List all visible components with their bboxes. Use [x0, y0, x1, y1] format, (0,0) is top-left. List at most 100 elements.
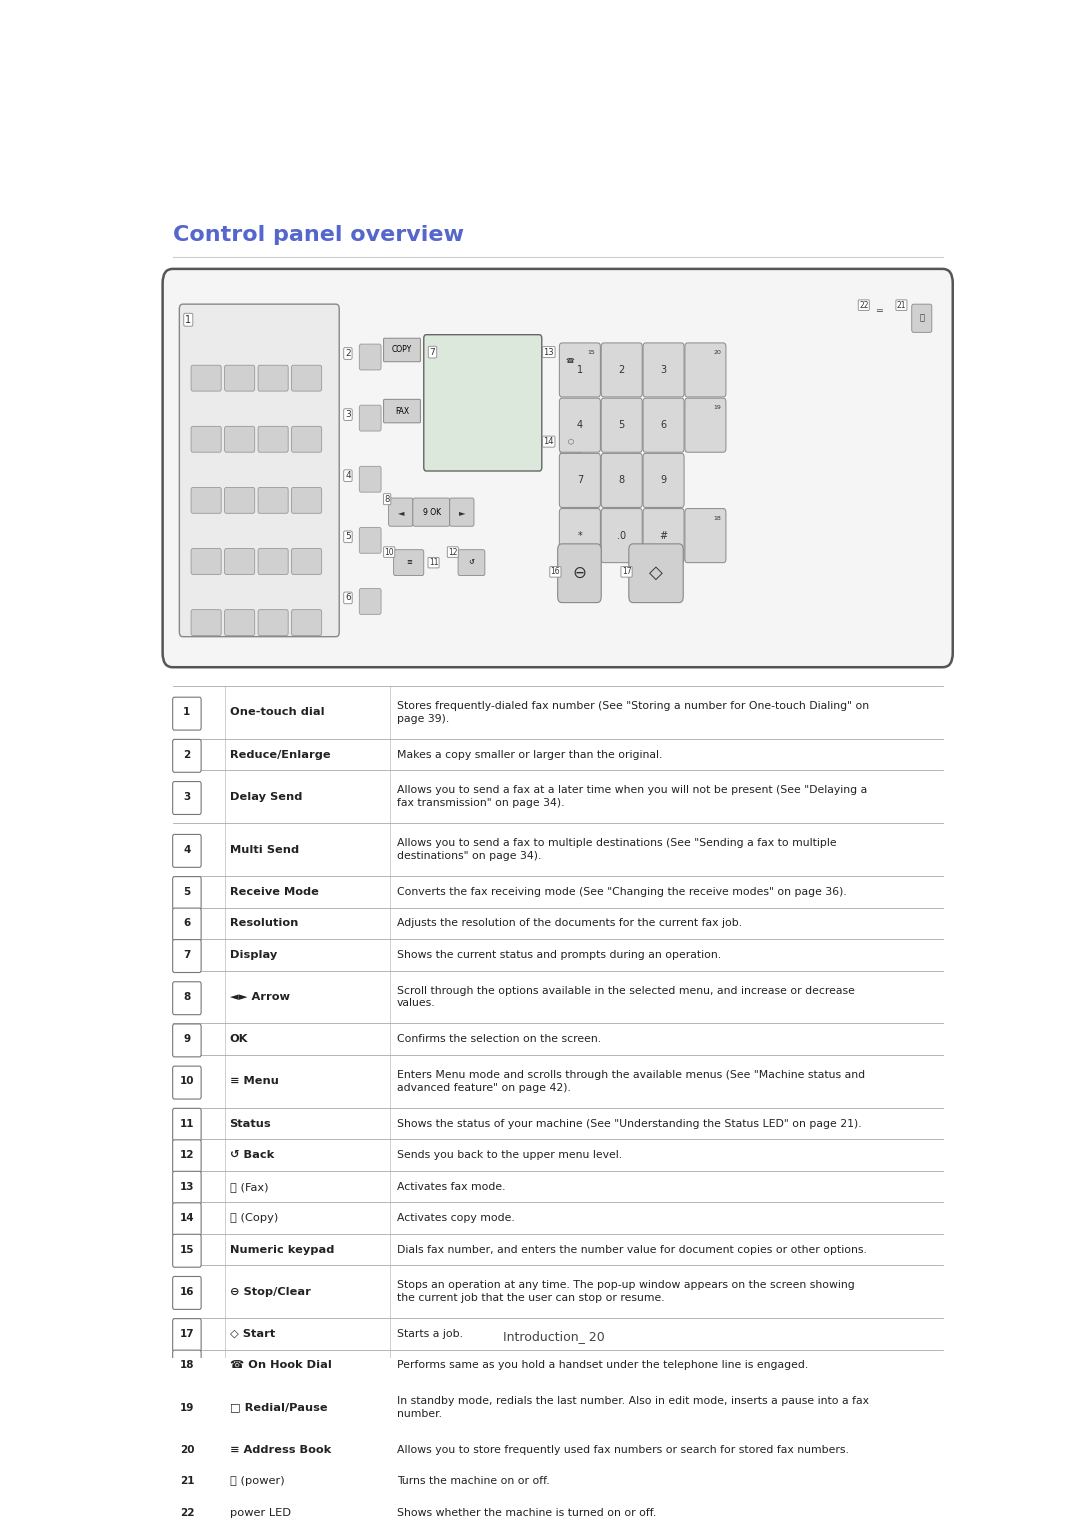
Text: OK: OK	[230, 1035, 248, 1044]
FancyBboxPatch shape	[225, 426, 255, 452]
FancyBboxPatch shape	[173, 1466, 201, 1499]
FancyBboxPatch shape	[173, 1172, 201, 1204]
Text: ⊖ Stop/Clear: ⊖ Stop/Clear	[230, 1286, 310, 1297]
FancyBboxPatch shape	[173, 1235, 201, 1267]
Text: 20: 20	[713, 349, 721, 356]
Text: ◄► Arrow: ◄► Arrow	[230, 992, 289, 1003]
Text: Display: Display	[230, 949, 276, 960]
Text: ►: ►	[459, 508, 465, 517]
Text: 16: 16	[551, 568, 561, 577]
Text: 22: 22	[179, 1508, 194, 1518]
FancyBboxPatch shape	[643, 343, 684, 397]
Text: One-touch dial: One-touch dial	[230, 708, 324, 717]
FancyBboxPatch shape	[685, 343, 726, 397]
Text: 12: 12	[448, 548, 458, 557]
FancyBboxPatch shape	[602, 398, 643, 452]
Text: Converts the fax receiving mode (See "Changing the receive modes" on page 36).: Converts the fax receiving mode (See "Ch…	[397, 887, 847, 897]
FancyBboxPatch shape	[389, 497, 413, 526]
Text: 18: 18	[713, 516, 721, 520]
Text: 9: 9	[184, 1035, 190, 1044]
Text: Performs same as you hold a handset under the telephone line is engaged.: Performs same as you hold a handset unde…	[397, 1360, 808, 1370]
FancyBboxPatch shape	[179, 304, 339, 636]
FancyBboxPatch shape	[458, 549, 485, 575]
Text: 20: 20	[179, 1445, 194, 1454]
Text: Adjusts the resolution of the documents for the current fax job.: Adjusts the resolution of the documents …	[397, 919, 742, 928]
Text: 1: 1	[186, 314, 191, 325]
Text: #: #	[660, 531, 667, 540]
Text: Makes a copy smaller or larger than the original.: Makes a copy smaller or larger than the …	[397, 749, 662, 760]
FancyBboxPatch shape	[292, 426, 322, 452]
FancyBboxPatch shape	[258, 365, 288, 391]
Text: Stores frequently-dialed fax number (See "Storing a number for One-touch Dialing: Stores frequently-dialed fax number (See…	[397, 700, 869, 723]
Text: 2: 2	[184, 749, 190, 760]
FancyBboxPatch shape	[292, 610, 322, 635]
Text: 5: 5	[184, 887, 190, 897]
FancyBboxPatch shape	[173, 781, 201, 815]
Text: 🕖 (Fax): 🕖 (Fax)	[230, 1181, 268, 1192]
FancyBboxPatch shape	[173, 697, 201, 729]
Text: ☎: ☎	[566, 357, 575, 363]
Text: Dials fax number, and enters the number value for document copies or other optio: Dials fax number, and enters the number …	[397, 1245, 867, 1254]
Text: Allows you to send a fax at a later time when you will not be present (See "Dela: Allows you to send a fax at a later time…	[397, 786, 867, 809]
FancyBboxPatch shape	[559, 398, 600, 452]
FancyBboxPatch shape	[173, 876, 201, 909]
Text: 1: 1	[577, 365, 583, 375]
Text: Confirms the selection on the screen.: Confirms the selection on the screen.	[397, 1035, 602, 1044]
Text: 7: 7	[430, 348, 435, 357]
FancyBboxPatch shape	[173, 1434, 201, 1468]
FancyBboxPatch shape	[258, 548, 288, 574]
FancyBboxPatch shape	[557, 543, 602, 603]
Text: 7: 7	[577, 476, 583, 485]
FancyBboxPatch shape	[191, 426, 221, 452]
Text: Scroll through the options available in the selected menu, and increase or decre: Scroll through the options available in …	[397, 986, 855, 1009]
FancyBboxPatch shape	[602, 508, 643, 563]
FancyBboxPatch shape	[173, 1351, 201, 1383]
FancyBboxPatch shape	[685, 508, 726, 563]
Text: Receive Mode: Receive Mode	[230, 887, 319, 897]
Text: ≡ Menu: ≡ Menu	[230, 1076, 279, 1087]
Text: 14: 14	[543, 436, 554, 446]
FancyBboxPatch shape	[643, 398, 684, 452]
FancyBboxPatch shape	[173, 1497, 201, 1526]
FancyBboxPatch shape	[173, 981, 201, 1015]
FancyBboxPatch shape	[360, 589, 381, 615]
Text: *: *	[578, 531, 582, 540]
FancyBboxPatch shape	[225, 610, 255, 635]
FancyBboxPatch shape	[173, 1140, 201, 1172]
Text: ⊖: ⊖	[572, 565, 586, 583]
FancyBboxPatch shape	[173, 1202, 201, 1236]
Text: 19: 19	[179, 1402, 194, 1413]
Text: 15: 15	[179, 1245, 194, 1254]
Text: Numeric keypad: Numeric keypad	[230, 1245, 334, 1254]
Text: 6: 6	[184, 919, 190, 928]
FancyBboxPatch shape	[393, 549, 423, 575]
Text: Shows whether the machine is turned on or off.: Shows whether the machine is turned on o…	[397, 1508, 657, 1518]
FancyBboxPatch shape	[191, 548, 221, 574]
FancyBboxPatch shape	[225, 487, 255, 513]
Text: 4: 4	[346, 472, 351, 481]
FancyBboxPatch shape	[423, 334, 542, 472]
Text: Multi Send: Multi Send	[230, 845, 299, 855]
Text: COPY: COPY	[392, 345, 413, 354]
FancyBboxPatch shape	[559, 508, 600, 563]
Text: 4: 4	[577, 420, 583, 430]
Text: 1: 1	[184, 708, 190, 717]
FancyBboxPatch shape	[643, 453, 684, 508]
Text: 13: 13	[179, 1181, 194, 1192]
Text: ≡: ≡	[406, 560, 411, 566]
Text: Sends you back to the upper menu level.: Sends you back to the upper menu level.	[397, 1151, 622, 1160]
FancyBboxPatch shape	[191, 487, 221, 513]
FancyBboxPatch shape	[258, 487, 288, 513]
FancyBboxPatch shape	[449, 497, 474, 526]
Text: ↺: ↺	[469, 560, 474, 566]
Text: ═: ═	[876, 307, 881, 316]
Text: Allows you to store frequently used fax numbers or search for stored fax numbers: Allows you to store frequently used fax …	[397, 1445, 849, 1454]
Text: 18: 18	[179, 1360, 194, 1370]
Text: ◇: ◇	[649, 565, 663, 583]
Text: In standby mode, redials the last number. Also in edit mode, inserts a pause int: In standby mode, redials the last number…	[397, 1396, 869, 1419]
Text: 3: 3	[661, 365, 666, 375]
FancyBboxPatch shape	[258, 426, 288, 452]
FancyBboxPatch shape	[173, 1108, 201, 1141]
Text: 3: 3	[346, 410, 351, 420]
FancyBboxPatch shape	[292, 487, 322, 513]
